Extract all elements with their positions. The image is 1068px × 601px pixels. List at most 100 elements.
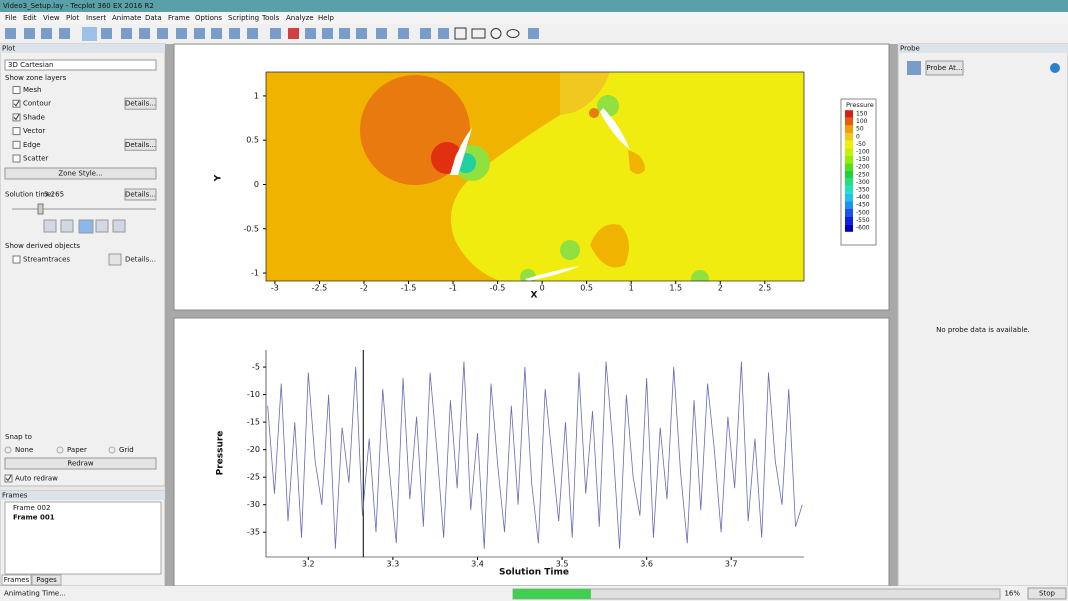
x-tick-label: 0.5: [580, 284, 593, 293]
slider-thumb[interactable]: [37, 203, 44, 215]
plot-panel: [0, 43, 166, 487]
panel-header: [0, 44, 165, 53]
menu-item[interactable]: Scripting: [228, 14, 259, 22]
layer-checkbox[interactable]: [12, 113, 21, 122]
probe-button[interactable]: [925, 60, 964, 76]
panel-header: [898, 44, 1068, 53]
label: Solution time:: [5, 191, 54, 199]
frame-item[interactable]: Frame 002: [13, 504, 50, 512]
radio-label: None: [15, 446, 33, 454]
progress-label: 16%: [1004, 590, 1020, 598]
tab-label: Pages: [36, 576, 57, 584]
button-label: Redraw: [67, 460, 93, 468]
menu-item[interactable]: Plot: [66, 14, 79, 22]
check-mark: [5, 475, 12, 482]
checkbox-label: Edge: [23, 141, 41, 149]
checkbox-label: Shade: [23, 113, 45, 121]
layer-checkbox[interactable]: [12, 140, 21, 149]
layer-checkbox[interactable]: [12, 127, 21, 136]
menu-item[interactable]: Help: [318, 14, 335, 22]
menu-item[interactable]: View: [43, 14, 60, 22]
auto-redraw-checkbox[interactable]: [4, 474, 13, 483]
menu-bar: [0, 12, 1068, 24]
legend-swatch: [845, 163, 853, 171]
radio-label: Grid: [119, 446, 134, 454]
legend-swatch: [845, 201, 853, 209]
y-tick-label: -5: [252, 363, 260, 372]
legend-swatch: [845, 133, 853, 141]
panel-title: Probe: [900, 45, 920, 53]
legend-label: -50: [856, 141, 866, 148]
x-tick-label: 3.2: [302, 560, 315, 569]
layer-checkbox[interactable]: [12, 99, 21, 108]
zone-style-button[interactable]: [4, 167, 157, 180]
y-tick-label: -25: [247, 473, 260, 482]
streamtraces-checkbox[interactable]: [12, 255, 21, 264]
legend-label: 150: [856, 111, 868, 118]
menu-item[interactable]: Animate: [112, 14, 141, 22]
details-button[interactable]: [124, 138, 157, 151]
x-axis-label: X: [531, 291, 538, 301]
menu-item[interactable]: Frame: [168, 14, 190, 22]
legend-title: Pressure: [846, 101, 874, 109]
playback-buttons[interactable]: [43, 219, 126, 234]
radio-button[interactable]: [4, 446, 12, 454]
tab[interactable]: [1, 574, 32, 586]
y-tick-label: -15: [247, 418, 260, 427]
x-tick-label: -2: [360, 284, 368, 293]
legend-label: 0: [856, 133, 860, 140]
plot-type-dropdown[interactable]: [4, 59, 157, 71]
toolbar-icons: [5, 27, 539, 41]
checkbox-label: Scatter: [23, 155, 48, 163]
legend-swatch: [845, 186, 853, 194]
y-tick-label: -30: [247, 500, 260, 509]
details-button[interactable]: [124, 188, 157, 201]
legend-swatch: [845, 125, 853, 133]
legend-swatch: [845, 171, 853, 179]
tab[interactable]: [31, 574, 62, 586]
radio-label: Paper: [67, 446, 87, 454]
checkbox-label: Auto redraw: [15, 475, 58, 483]
menu-item[interactable]: Data: [145, 14, 162, 22]
legend-swatch: [845, 193, 853, 202]
checkbox-label: Vector: [23, 127, 45, 135]
panel-title: Frames: [2, 492, 28, 500]
y-tick-label: -1: [251, 269, 259, 278]
legend-swatch: [845, 216, 853, 225]
x-tick-label: 3.6: [640, 560, 653, 569]
x-tick-label: 2: [718, 284, 723, 293]
radio-button[interactable]: [108, 446, 116, 454]
menu-item[interactable]: Analyze: [286, 14, 314, 22]
x-tick-label: 1.5: [669, 284, 682, 293]
x-tick-label: 1: [629, 284, 634, 293]
stop-button[interactable]: [1027, 587, 1067, 600]
radio-button[interactable]: [56, 446, 64, 454]
details-button[interactable]: [124, 97, 157, 110]
legend-label: -300: [856, 179, 870, 186]
legend-label: -150: [856, 156, 870, 163]
y-tick-label: -20: [247, 445, 260, 454]
redraw-button[interactable]: [4, 457, 157, 470]
probe-icon[interactable]: [907, 61, 921, 75]
frame-item[interactable]: Frame 001: [13, 514, 55, 522]
layer-checkbox[interactable]: [12, 86, 21, 94]
help-icon[interactable]: [1050, 63, 1060, 73]
legend-swatch: [845, 209, 853, 217]
legend-label: -500: [856, 209, 870, 216]
legend-label: -100: [856, 149, 870, 156]
menu-item[interactable]: Insert: [86, 14, 106, 22]
frame-002: [173, 317, 890, 587]
button-label: Details...: [125, 100, 156, 108]
menu-item[interactable]: File: [5, 14, 17, 22]
layer-checkbox[interactable]: [12, 154, 21, 163]
menu-item[interactable]: Tools: [261, 14, 280, 22]
button-label: Details...: [125, 256, 156, 264]
checkbox-label: Contour: [23, 100, 51, 108]
x-tick-label: -1.5: [401, 284, 417, 293]
menu-item[interactable]: Edit: [23, 14, 37, 22]
streamtrace-icon[interactable]: [108, 253, 122, 266]
y-axis-label: Y: [214, 174, 224, 182]
legend-label: -550: [856, 217, 870, 224]
menu-item[interactable]: Options: [195, 14, 222, 22]
